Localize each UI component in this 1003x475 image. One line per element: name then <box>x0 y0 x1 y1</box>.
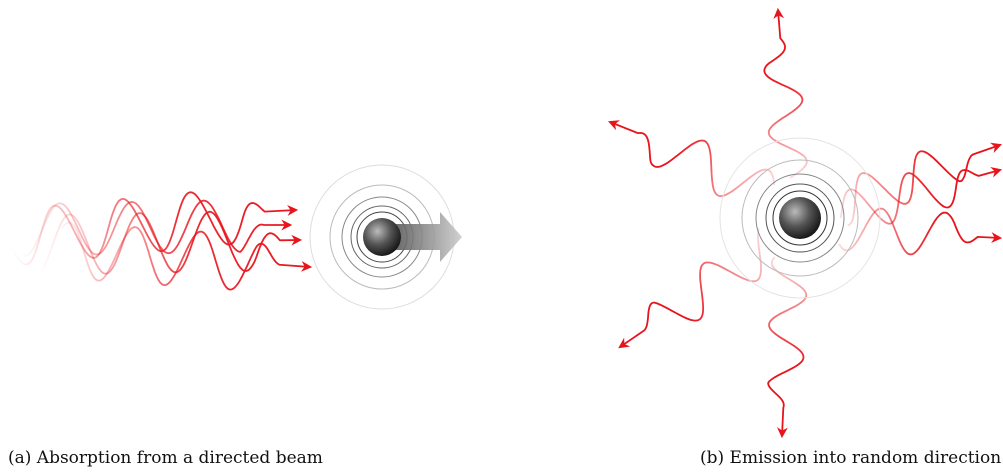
caption-b: (b) Emission into random direction <box>700 448 1001 468</box>
atom-b <box>720 138 880 298</box>
photon <box>768 257 806 436</box>
photon <box>610 122 774 196</box>
figure: (a) Absorption from a directed beam (b) … <box>0 0 1003 475</box>
photon <box>61 223 310 290</box>
photon <box>620 229 761 348</box>
photon <box>841 170 1000 224</box>
caption-a: (a) Absorption from a directed beam <box>8 448 323 468</box>
photon <box>839 209 1000 255</box>
photon <box>764 10 806 178</box>
photon-waves <box>11 10 1000 436</box>
atom-a <box>310 165 462 309</box>
